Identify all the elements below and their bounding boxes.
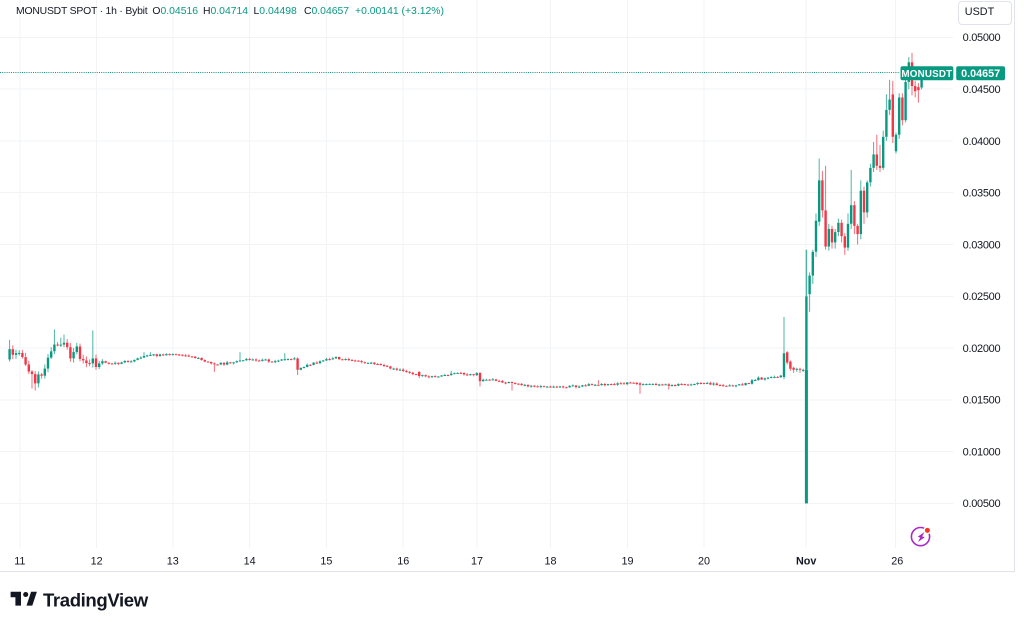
- svg-text:15: 15: [320, 556, 332, 568]
- svg-text:13: 13: [167, 556, 179, 568]
- svg-text:0.01500: 0.01500: [963, 395, 1001, 407]
- svg-text:26: 26: [891, 556, 903, 568]
- svg-text:0.01000: 0.01000: [963, 446, 1001, 458]
- svg-text:0.00500: 0.00500: [963, 498, 1001, 510]
- svg-text:MONUSDT: MONUSDT: [901, 69, 952, 80]
- svg-text:18: 18: [544, 556, 556, 568]
- svg-text:17: 17: [471, 556, 483, 568]
- svg-text:0.03000: 0.03000: [963, 239, 1001, 251]
- svg-text:0.02000: 0.02000: [963, 343, 1001, 355]
- svg-text:20: 20: [698, 556, 710, 568]
- svg-text:Nov: Nov: [796, 556, 816, 568]
- svg-text:0.04500: 0.04500: [963, 84, 1001, 96]
- svg-text:0.04657: 0.04657: [961, 68, 1000, 80]
- svg-text:TradingView: TradingView: [43, 589, 149, 610]
- svg-text:14: 14: [244, 556, 256, 568]
- svg-text:0.03500: 0.03500: [963, 188, 1001, 200]
- svg-text:0.02500: 0.02500: [963, 291, 1001, 303]
- svg-text:0.04000: 0.04000: [963, 136, 1001, 148]
- svg-text:11: 11: [14, 556, 25, 568]
- svg-text:0.05000: 0.05000: [963, 32, 1001, 44]
- svg-text:16: 16: [397, 556, 409, 568]
- svg-text:19: 19: [621, 556, 633, 568]
- svg-text:12: 12: [91, 556, 103, 568]
